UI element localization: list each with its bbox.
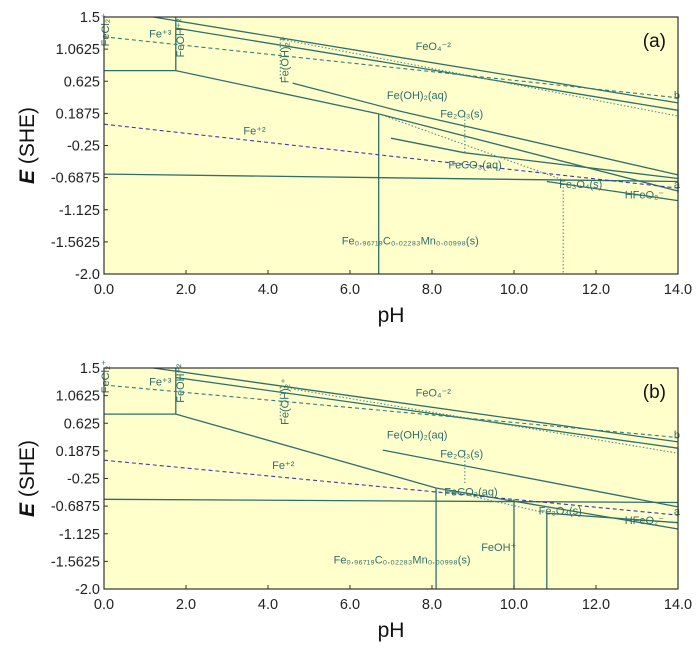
x-axis-label: pH (378, 619, 405, 642)
y-tick-label-4: -0.25 (67, 139, 100, 155)
pourbaix-panel-b: FeCl₂⁺ Fe⁺³ FeOH⁺² FeO₄⁻² Fe(OH)₂⁺ Fe(OH)₂(aq… (16, 360, 692, 642)
y-axis-label-symbol: E (16, 502, 39, 517)
region-label-11: HFeO₂⁻ (625, 515, 665, 527)
x-tick-label-5: 10.0 (500, 282, 528, 298)
y-tick-label-6: -1.125 (59, 203, 100, 219)
region-label-4: Fe(OH)₂⁺ (280, 378, 292, 425)
y-tick-label-7: -1.5625 (51, 554, 100, 570)
y-tick-label-3: 0.1875 (56, 444, 100, 460)
region-label-7: Fe⁺² (272, 460, 295, 472)
region-label-3: FeO₄⁻² (416, 41, 452, 53)
y-tick-label-4: -0.25 (67, 472, 100, 488)
boundary-line-1 (103, 498, 679, 504)
y-tick-label-1: 1.0625 (56, 389, 100, 405)
region-label-0: FeCl₂⁺ (100, 360, 112, 393)
x-tick-label-1: 2.0 (176, 282, 196, 298)
pourbaix-panel-a: FeCl₂⁺ Fe⁺³ FeOH⁺² FeO₄⁻² Fe(OH)₂⁺ Fe(OH)₂(aq… (16, 10, 692, 327)
region-label-0: FeCl₂⁺ (100, 13, 112, 46)
panel-label: (a) (643, 31, 666, 52)
x-tick-label-7: 14.0 (664, 597, 692, 613)
y-tick-label-6: -1.125 (59, 527, 100, 543)
y-axis-label: E (SHE) (16, 107, 39, 184)
y-tick-label-2: 0.625 (64, 416, 100, 432)
boundary-line-2 (153, 16, 679, 104)
region-label-7: Fe⁺² (243, 125, 266, 137)
region-label-6: Fe₂O₃(s) (440, 449, 483, 461)
x-tick-label-6: 12.0 (582, 282, 610, 298)
boundary-line-14 (435, 487, 547, 514)
boundary-line-5 (546, 512, 679, 524)
boundary-line-1 (103, 173, 679, 183)
boundary-line-16 (103, 459, 679, 516)
y-axis-label: E (SHE) (16, 440, 39, 517)
y-tick-label-8: -2.0 (75, 582, 100, 598)
y-tick-label-8: -2.0 (75, 267, 100, 283)
y-tick-label-7: -1.5625 (51, 235, 100, 251)
x-axis-label: pH (378, 304, 405, 327)
boundary-line-0 (104, 413, 679, 530)
boundary-line-3 (175, 376, 679, 449)
x-tick-label-0: 0.0 (94, 597, 114, 613)
panel-label: (b) (643, 382, 666, 403)
region-label-10: FeOH⁺ (481, 542, 516, 554)
region-label-13: Fe₀.₉₆₇₁₉C₀.₀₂₂₈₃Mn₀.₀₀₉₉₈(s) (342, 236, 479, 248)
region-label-11: b (674, 90, 680, 102)
boundary-line-4 (382, 449, 679, 508)
x-tick-label-6: 12.0 (582, 597, 610, 613)
x-tick-label-7: 14.0 (664, 282, 692, 298)
boundary-line-0 (104, 69, 679, 192)
region-label-2: FeOH⁺² (175, 18, 187, 57)
region-label-2: FeOH⁺² (175, 364, 187, 403)
boundary-line-3 (175, 27, 679, 111)
region-label-6: Fe₂O₃(s) (440, 109, 483, 121)
region-label-9: Fe₃O₄(s) (559, 179, 602, 191)
y-axis-label-unit: (SHE) (16, 440, 39, 503)
y-axis-label-symbol: E (16, 169, 39, 184)
x-tick-label-5: 10.0 (500, 597, 528, 613)
boundary-line-4 (292, 82, 679, 176)
y-tick-label-2: 0.625 (64, 74, 100, 90)
region-label-9: Fe₃O₄(s) (539, 505, 582, 517)
region-label-8: FeCO₃(aq) (448, 159, 501, 171)
region-label-5: Fe(OH)₂(aq) (387, 430, 448, 442)
region-label-5: Fe(OH)₂(aq) (387, 90, 448, 102)
y-tick-label-5: -0.6875 (51, 499, 100, 515)
boundary-line-16 (103, 123, 679, 189)
x-tick-label-2: 4.0 (258, 597, 278, 613)
region-label-1: Fe⁺³ (149, 29, 172, 41)
x-tick-label-2: 4.0 (258, 282, 278, 298)
region-label-10: HFeO₂⁻ (625, 189, 665, 201)
boundary-line-5 (390, 137, 679, 180)
y-tick-label-0: 1.5 (80, 361, 100, 377)
region-label-3: FeO₄⁻² (416, 387, 452, 399)
region-label-4: Fe(OH)₂⁺ (280, 36, 292, 83)
x-tick-label-4: 8.0 (422, 597, 442, 613)
boundary-line-13 (280, 386, 679, 454)
boundary-line-14 (378, 113, 564, 181)
region-label-12: b (674, 430, 680, 442)
boundary-line-2 (153, 367, 679, 443)
boundary-line-6 (546, 180, 679, 202)
x-tick-label-4: 8.0 (422, 282, 442, 298)
boundary-line-15 (103, 384, 679, 439)
region-label-8: FeCO₃(aq) (444, 487, 497, 499)
region-label-14: Fe₀.₉₆₇₁₉C₀.₀₂₂₈₃Mn₀.₀₀₉₉₈(s) (334, 555, 471, 567)
region-label-1: Fe⁺³ (149, 377, 172, 389)
x-tick-label-3: 6.0 (340, 597, 360, 613)
x-tick-label-3: 6.0 (340, 282, 360, 298)
plot-background (104, 17, 678, 274)
y-tick-label-0: 1.5 (80, 10, 100, 26)
y-tick-label-5: -0.6875 (51, 171, 100, 187)
y-axis-label-unit: (SHE) (16, 107, 39, 170)
y-tick-label-1: 1.0625 (56, 42, 100, 58)
boundary-line-15 (103, 36, 679, 99)
x-tick-label-1: 2.0 (176, 597, 196, 613)
boundary-line-13 (280, 38, 679, 117)
y-tick-label-3: 0.1875 (56, 106, 100, 122)
x-tick-label-0: 0.0 (94, 282, 114, 298)
